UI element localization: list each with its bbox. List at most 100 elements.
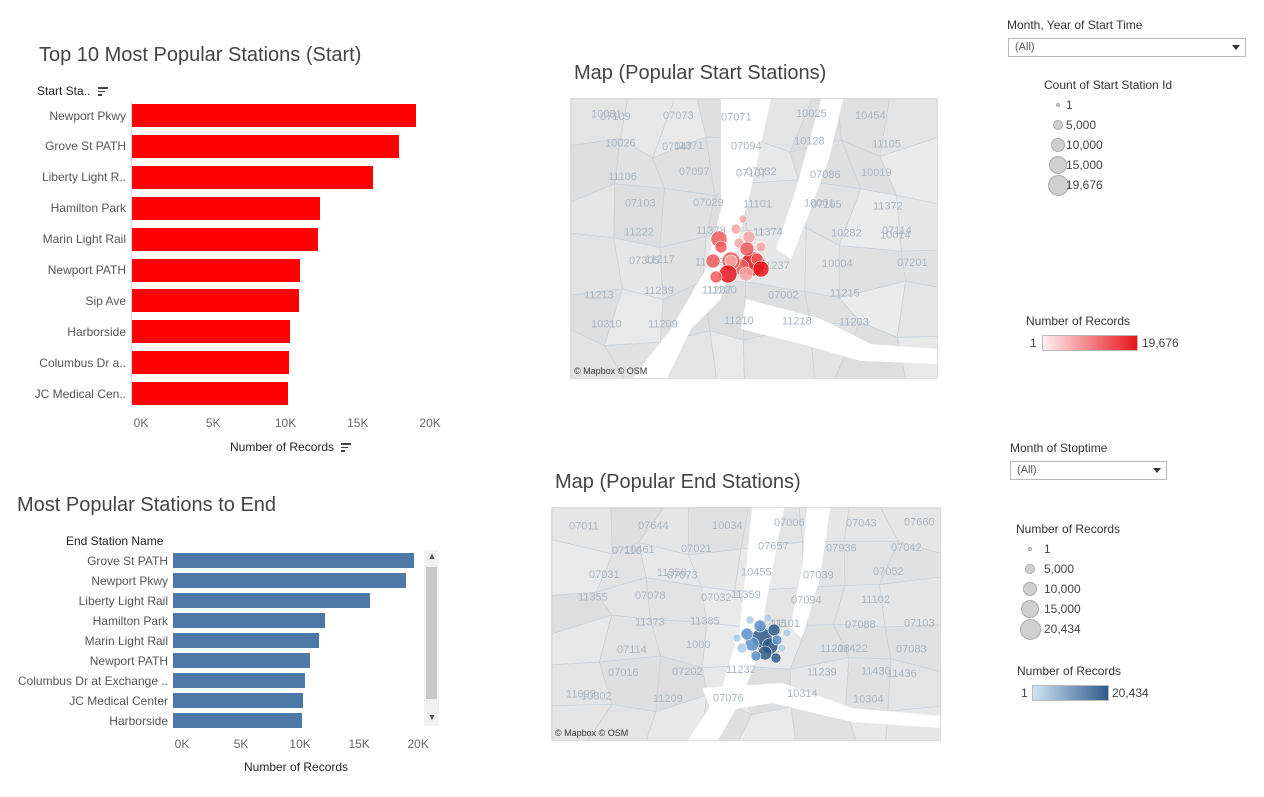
station-point[interactable] [782,628,792,638]
sort-icon[interactable] [341,443,352,452]
bar[interactable] [173,693,303,708]
category-label[interactable]: Hamilton Park [92,613,168,628]
size-legend-label: 1 [1066,98,1073,112]
zip-label: 07073 [667,570,698,582]
start-x-axis-label-text: Number of Records [230,440,335,454]
start-column-header[interactable]: Start Sta.. [37,84,108,98]
station-point[interactable] [739,241,755,257]
end-chart-scrollbar[interactable]: ▲ ▼ [424,550,439,726]
station-point[interactable] [742,230,756,244]
category-label[interactable]: Marin Light Rail [42,232,126,247]
bar[interactable] [173,653,310,668]
category-label[interactable]: Columbus Dr a.. [39,355,126,370]
map-start[interactable]: 10031 07073 07071 10025 10454 07109 07047 07094… [570,98,938,379]
bar[interactable] [132,289,299,313]
station-point[interactable] [767,623,781,637]
category-label[interactable]: Columbus Dr at Exchange .. [17,673,168,688]
category-label[interactable]: JC Medical Center [69,693,168,708]
size-legend-label: 15,000 [1066,158,1103,172]
bar[interactable] [173,553,415,568]
station-point[interactable] [752,260,770,278]
station-point[interactable] [740,627,754,641]
size-legend-label: 10,000 [1066,138,1103,152]
map-end-canvas[interactable]: 07011 07644 10034 07006 07043 07660 10461 07021… [552,508,941,741]
map-start-canvas[interactable]: 10031 07073 07071 10025 10454 07109 07047 07094… [571,99,938,379]
station-point[interactable] [705,253,721,269]
zip-label: 11239 [807,666,837,678]
end-column-header[interactable]: End Station Name [66,534,164,548]
map-end[interactable]: 07011 07644 10034 07006 07043 07660 10461 07021… [551,507,941,741]
station-point[interactable] [718,264,738,284]
bar[interactable] [132,227,319,251]
start-x-axis-label[interactable]: Number of Records [230,440,352,454]
zip-label: 07110 [612,545,642,557]
map-end-attribution[interactable]: © Mapbox © OSM [555,728,629,738]
chevron-down-icon[interactable] [1153,468,1161,473]
bar[interactable] [173,673,306,688]
scroll-down-icon[interactable]: ▼ [427,712,437,722]
station-point[interactable] [738,214,748,224]
station-point[interactable] [738,266,754,282]
category-label[interactable]: Newport PATH [89,653,168,668]
category-label[interactable]: Harborside [109,713,168,728]
bar[interactable] [173,633,320,648]
zip-label: 10310 [591,318,622,330]
bar[interactable] [132,320,290,344]
station-point[interactable] [709,270,723,284]
category-label[interactable]: JC Medical Cen.. [34,386,126,401]
bar[interactable] [173,593,371,608]
bar[interactable] [132,382,289,406]
bar[interactable] [132,134,400,158]
scroll-up-icon[interactable]: ▲ [427,551,437,561]
category-label[interactable]: Harborside [67,324,126,339]
station-point[interactable] [777,643,787,653]
zip-label: 07039 [803,570,834,582]
zip-label: 10454 [855,110,886,122]
bar[interactable] [173,573,406,588]
station-point[interactable] [763,613,773,623]
scrollbar-thumb[interactable] [426,567,437,699]
zip-label: 07043 [846,518,877,530]
category-label[interactable]: Hamilton Park [50,201,126,216]
category-label[interactable]: Newport Pkwy [91,573,168,588]
zip-label: 07103 [625,198,656,210]
bar[interactable] [132,258,300,282]
station-point[interactable] [750,650,762,662]
station-point[interactable] [770,652,782,664]
category-label[interactable]: Liberty Light Rail [78,593,168,608]
bar[interactable] [173,613,326,628]
size-legend-label: 20,434 [1044,622,1081,636]
tick-label: 20K [407,737,429,751]
chevron-down-icon[interactable] [1232,45,1240,50]
category-label[interactable]: Marin Light Rail [84,633,168,648]
station-point[interactable] [755,241,767,253]
station-point[interactable] [714,240,728,254]
station-point[interactable] [745,615,755,625]
category-label[interactable]: Sip Ave [85,293,126,308]
station-point[interactable] [753,619,767,633]
category-label[interactable]: Grove St PATH [87,553,168,568]
category-label[interactable]: Newport PATH [47,263,126,277]
zip-label: 11373 [635,616,665,628]
filter-start-time-dropdown[interactable]: (All) [1008,38,1246,57]
station-point[interactable] [732,633,742,643]
bar[interactable] [132,104,417,127]
bar[interactable] [132,351,289,375]
map-start-attribution[interactable]: © Mapbox © OSM [574,366,648,376]
sort-icon[interactable] [97,87,108,96]
end-chart-title: Most Popular Stations to End [17,494,277,516]
zip-label: 11213 [584,289,614,301]
station-point[interactable] [730,223,742,235]
bar[interactable] [132,196,320,220]
category-label[interactable]: Grove St PATH [45,139,126,154]
category-label[interactable]: Liberty Light R.. [41,170,126,185]
zip-label: 10128 [794,136,825,148]
bar[interactable] [132,165,374,189]
tick-label: 0K [133,416,149,430]
category-label[interactable]: Newport Pkwy [49,108,126,123]
station-point[interactable] [736,642,748,654]
station-point[interactable] [771,634,783,646]
filter-stoptime-dropdown[interactable]: (All) [1010,461,1167,480]
bar[interactable] [173,713,302,728]
size-legend-label: 19,676 [1066,178,1103,192]
